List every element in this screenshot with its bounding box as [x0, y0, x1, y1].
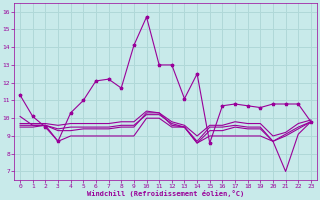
X-axis label: Windchill (Refroidissement éolien,°C): Windchill (Refroidissement éolien,°C)	[87, 190, 244, 197]
